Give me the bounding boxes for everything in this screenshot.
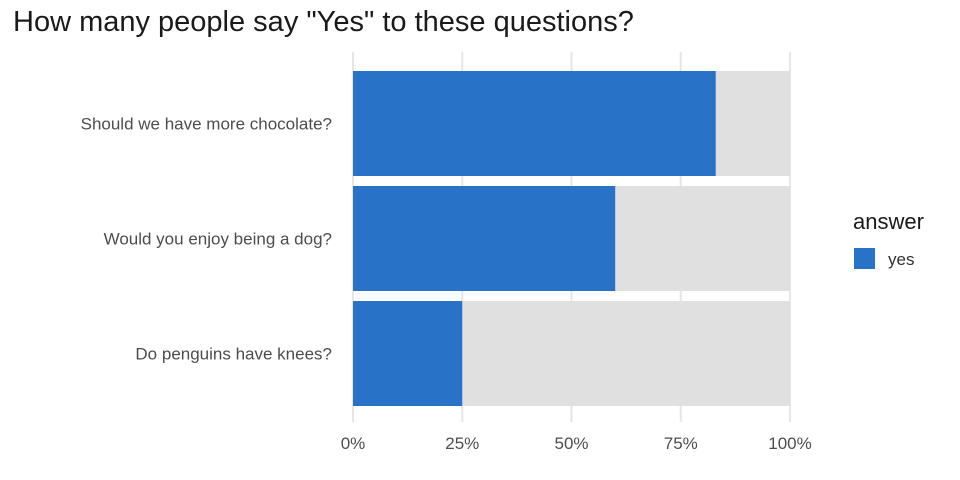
category-label-0: Should we have more chocolate? xyxy=(81,115,332,134)
bar-yes-1 xyxy=(353,186,616,291)
chart-title: How many people say "Yes" to these quest… xyxy=(13,6,634,38)
x-tick-label-1: 25% xyxy=(445,434,479,453)
x-tick-label-0: 0% xyxy=(341,434,366,453)
legend-key-0 xyxy=(854,248,875,269)
legend: answer yes xyxy=(853,209,924,269)
category-labels: Should we have more chocolate? Would you … xyxy=(81,115,332,364)
bar-yes-0 xyxy=(353,71,716,176)
legend-title: answer xyxy=(853,209,924,234)
bar-yes-2 xyxy=(353,301,463,406)
bars-layer xyxy=(353,71,790,406)
category-label-2: Do penguins have knees? xyxy=(135,345,332,364)
x-tick-label-3: 75% xyxy=(664,434,698,453)
category-label-1: Would you enjoy being a dog? xyxy=(104,230,332,249)
x-axis-ticks: 0% 25% 50% 75% 100% xyxy=(341,434,812,453)
x-tick-label-2: 50% xyxy=(554,434,588,453)
x-tick-label-4: 100% xyxy=(768,434,811,453)
legend-label-0: yes xyxy=(888,250,914,269)
